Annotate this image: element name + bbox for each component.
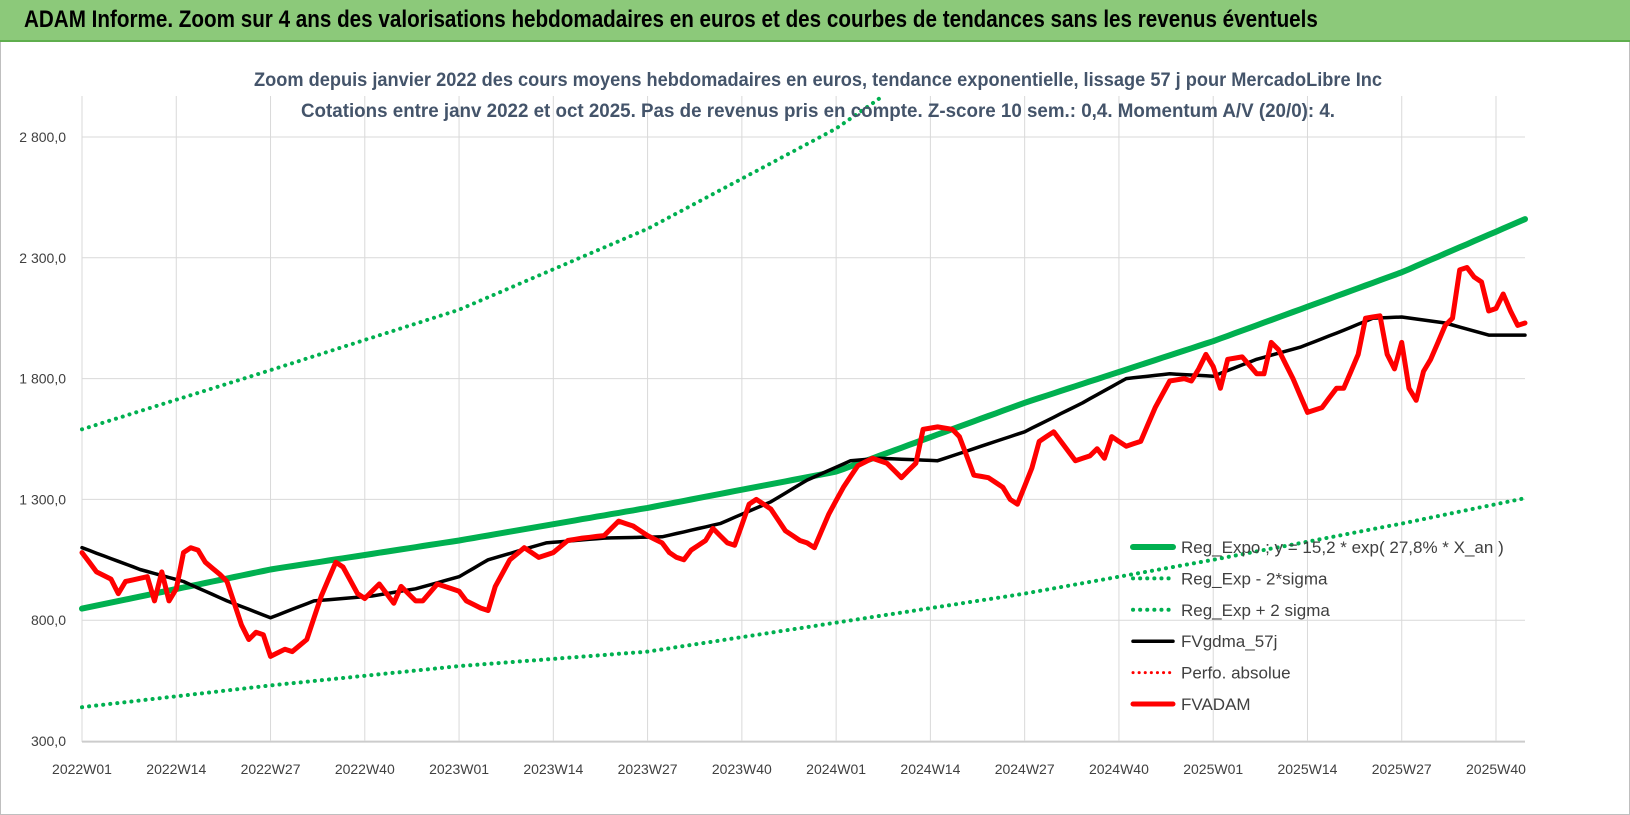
y-tick-label: 1 800,0 xyxy=(19,371,66,387)
series-line-reg_exp xyxy=(80,496,1527,710)
y-tick-label: 300,0 xyxy=(31,733,66,749)
x-tick-label: 2025W01 xyxy=(1183,761,1243,777)
x-tick-label: 2025W40 xyxy=(1466,761,1526,777)
y-tick-label: 2 300,0 xyxy=(19,250,66,266)
x-tick-label: 2024W01 xyxy=(806,761,866,777)
x-tick-label: 2025W14 xyxy=(1277,761,1337,777)
x-tick-label: 2023W14 xyxy=(523,761,583,777)
y-axis-ticks: 300,0 800,0 1 300,0 1 800,0 2 300,0 2 800,0 xyxy=(19,129,66,749)
legend-label: Reg_Expo ; y = 15,2 * exp( 27,8% * X_an … xyxy=(1181,538,1504,557)
legend: Reg_Expo ; y = 15,2 * exp( 27,8% * X_an … xyxy=(1130,538,1504,714)
x-tick-label: 2024W14 xyxy=(900,761,960,777)
legend-label: Perfo. absolue xyxy=(1181,664,1291,683)
x-tick-label: 2022W27 xyxy=(241,761,301,777)
legend-label: FVADAM xyxy=(1181,695,1251,714)
chart-title: Zoom depuis janvier 2022 des cours moyen… xyxy=(254,70,1382,91)
legend-label: Reg_Exp + 2 sigma xyxy=(1181,601,1330,620)
x-tick-label: 2023W40 xyxy=(712,761,772,777)
legend-label: Reg_Exp - 2*sigma xyxy=(1181,569,1328,588)
x-tick-label: 2023W27 xyxy=(618,761,678,777)
series-line-reg_exp xyxy=(80,96,882,432)
x-tick-label: 2022W40 xyxy=(335,761,395,777)
report-title: ADAM Informe. Zoom sur 4 ans des valoris… xyxy=(24,6,1318,33)
x-tick-label: 2022W14 xyxy=(146,761,206,777)
gridlines xyxy=(81,96,1525,743)
series-line-reg_expo xyxy=(79,216,1528,612)
x-tick-label: 2024W27 xyxy=(995,761,1055,777)
y-tick-label: 800,0 xyxy=(31,612,66,628)
x-tick-label: 2022W01 xyxy=(52,761,112,777)
x-axis-ticks: 2022W01 2022W14 2022W27 2022W40 2023W01 2023W… xyxy=(52,761,1526,777)
chart-subtitle: Cotations entre janv 2022 et oct 2025. P… xyxy=(301,101,1335,122)
y-tick-label: 2 800,0 xyxy=(19,129,66,145)
x-tick-label: 2025W27 xyxy=(1372,761,1432,777)
x-tick-label: 2023W01 xyxy=(429,761,489,777)
series-group xyxy=(79,96,1528,710)
header-bar: ADAM Informe. Zoom sur 4 ans des valoris… xyxy=(0,0,1630,42)
x-tick-label: 2024W40 xyxy=(1089,761,1149,777)
y-tick-label: 1 300,0 xyxy=(19,491,66,507)
series-line-fvadam xyxy=(79,265,1528,659)
legend-label: FVgdma_57j xyxy=(1181,632,1277,651)
